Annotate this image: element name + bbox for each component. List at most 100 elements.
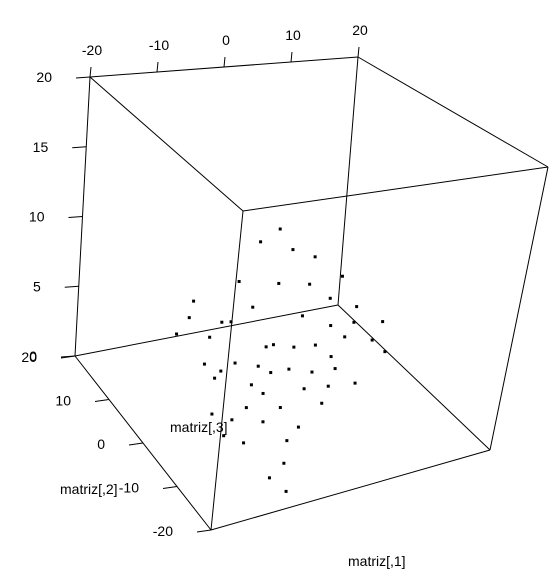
data-point	[187, 316, 191, 320]
x-tick	[156, 61, 159, 73]
data-point	[292, 345, 296, 349]
data-point	[326, 384, 330, 388]
y-tick-label: -10	[119, 480, 139, 496]
box-edges	[74, 56, 549, 531]
data-point	[282, 461, 286, 465]
z-tick-label: 5	[33, 278, 41, 294]
box-edge	[337, 304, 491, 451]
z-tick-label: 20	[36, 69, 52, 85]
x-tick	[290, 51, 293, 63]
z-axis-label: matriz[,3]	[170, 419, 228, 435]
data-point	[340, 274, 344, 278]
data-point	[313, 255, 317, 259]
data-point	[269, 371, 273, 375]
z-tick-label: 10	[29, 209, 45, 225]
data-point	[328, 296, 332, 300]
z-tick-label: 15	[33, 139, 49, 155]
data-point	[353, 381, 357, 385]
data-point	[278, 406, 282, 410]
x-tick-label: -20	[82, 42, 102, 58]
box-edge	[337, 56, 359, 306]
data-point	[222, 434, 226, 438]
data-point	[285, 439, 289, 443]
z-tick	[72, 146, 87, 149]
data-point	[310, 370, 314, 374]
z-tick	[64, 285, 79, 288]
box-edge	[242, 166, 549, 212]
x-tick	[357, 46, 360, 58]
data-point	[259, 240, 263, 244]
data-point	[230, 418, 234, 422]
data-point	[267, 476, 271, 480]
y-tick-label: 0	[97, 436, 105, 452]
data-points	[175, 227, 387, 493]
data-point	[333, 367, 337, 371]
box-edge	[74, 304, 339, 357]
data-point	[251, 305, 255, 309]
data-point	[213, 376, 217, 380]
data-point	[300, 314, 304, 318]
box-edge	[357, 56, 549, 168]
x-tick-label: 0	[222, 32, 230, 48]
axis-ticks	[60, 46, 360, 533]
data-point	[278, 227, 282, 231]
data-point	[320, 401, 324, 405]
data-point	[229, 320, 233, 324]
data-point	[355, 305, 359, 309]
data-point	[202, 362, 206, 366]
data-point	[302, 387, 306, 391]
x-tick-label: 20	[352, 22, 368, 38]
x-tick	[89, 66, 92, 78]
data-point	[308, 282, 312, 286]
data-point	[210, 412, 214, 416]
data-point	[352, 320, 356, 324]
y-tick-label: 10	[55, 393, 71, 409]
data-point	[249, 383, 253, 387]
data-point	[208, 335, 212, 339]
data-point	[291, 248, 295, 252]
data-point	[192, 299, 196, 303]
data-point	[370, 338, 374, 342]
data-point	[383, 350, 387, 354]
y-tick	[60, 355, 76, 359]
y-tick	[196, 529, 212, 533]
data-point	[329, 355, 333, 359]
data-point	[261, 391, 265, 395]
data-point	[277, 281, 281, 285]
y-tick	[128, 442, 144, 446]
data-point	[329, 324, 333, 328]
data-point	[313, 343, 317, 347]
box-edge	[489, 166, 549, 451]
y-tick-label: -20	[153, 523, 173, 539]
z-tick	[75, 76, 91, 79]
data-point	[237, 279, 241, 283]
x-tick-label: 10	[285, 27, 301, 43]
data-point	[271, 343, 275, 347]
data-point	[219, 369, 223, 373]
y-tick-label: 20	[21, 349, 37, 365]
data-point	[343, 335, 347, 339]
data-point	[220, 320, 224, 324]
data-point	[381, 320, 385, 324]
y-tick	[162, 486, 178, 489]
z-tick	[68, 216, 83, 218]
data-point	[175, 332, 179, 336]
box-edge	[210, 449, 491, 531]
data-point	[233, 361, 237, 365]
x-axis-label: matriz[,1]	[348, 553, 406, 569]
data-point	[287, 367, 291, 371]
data-point	[242, 441, 246, 445]
x-tick	[223, 56, 226, 68]
y-tick	[94, 399, 110, 402]
data-point	[264, 345, 268, 349]
data-point	[261, 420, 265, 424]
data-point	[296, 425, 300, 429]
data-point	[256, 364, 260, 368]
box-edge	[89, 76, 244, 212]
data-point	[244, 406, 248, 410]
box-edge	[210, 210, 244, 531]
x-tick-label: -10	[149, 37, 169, 53]
data-point	[284, 489, 288, 493]
z-tick-label: 0	[29, 348, 37, 364]
